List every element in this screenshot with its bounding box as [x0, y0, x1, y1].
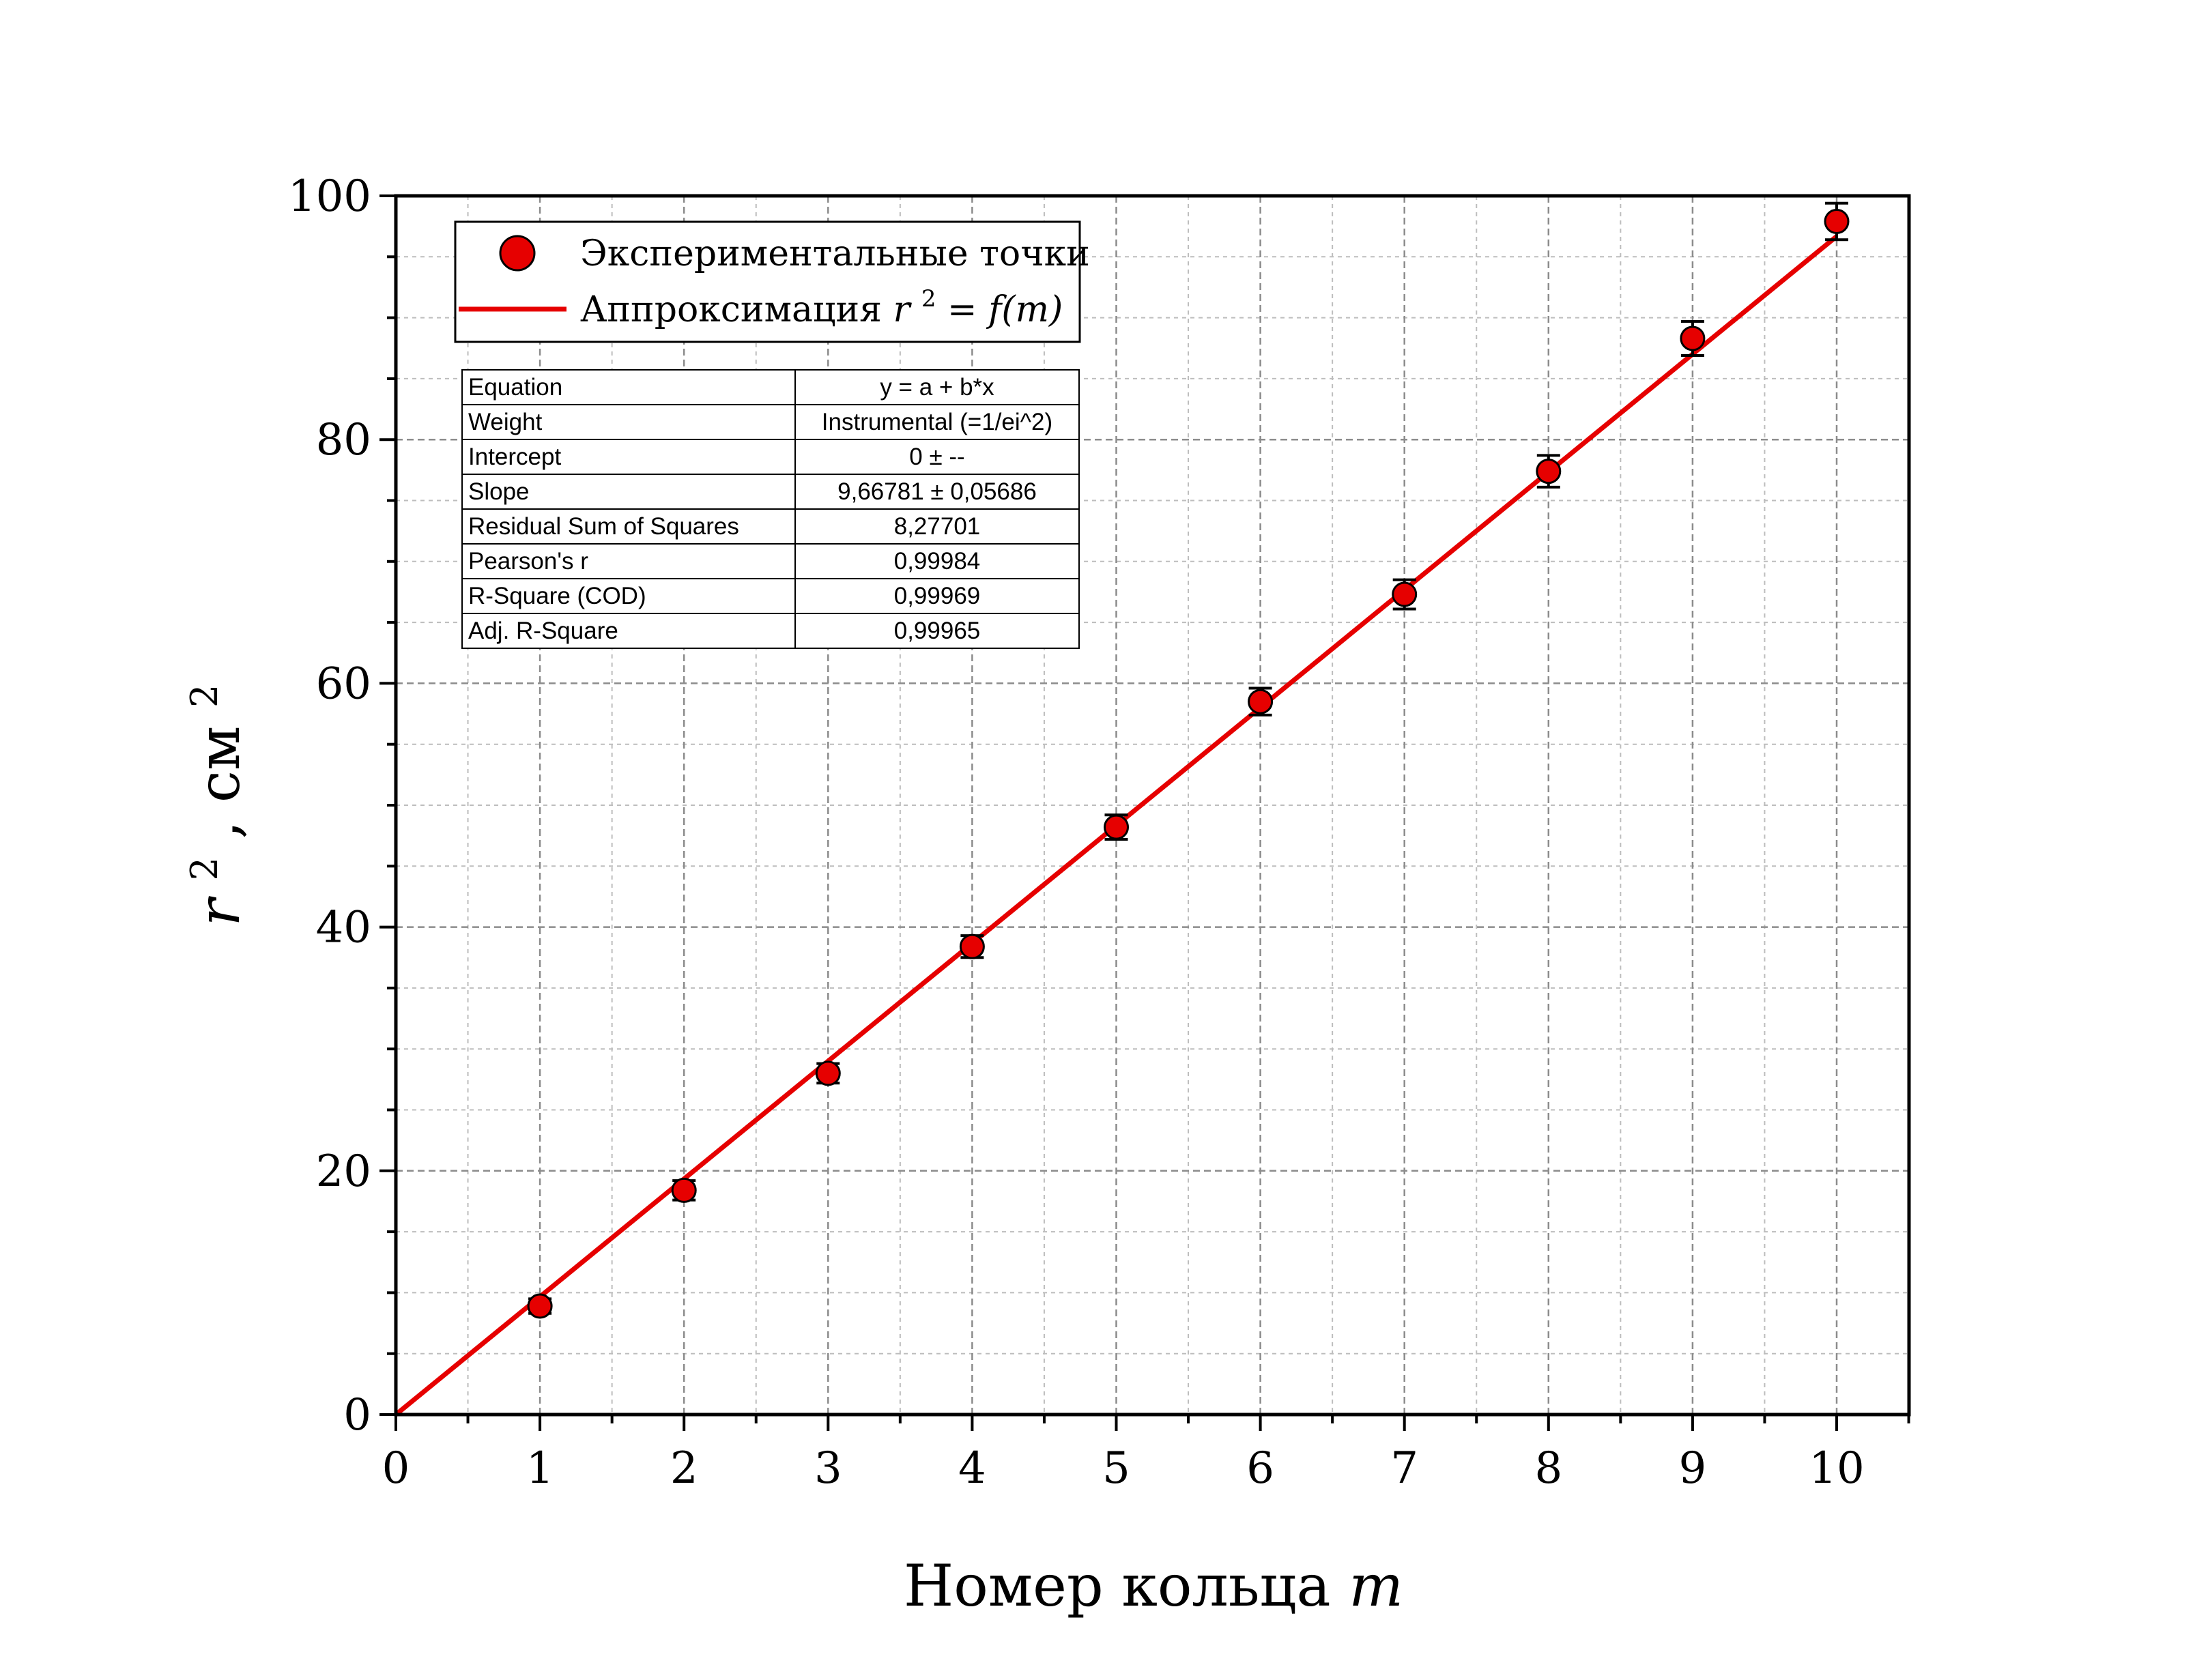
data-point-marker — [1392, 581, 1418, 607]
table-value-cell: 0 ± -- — [794, 439, 1080, 475]
data-point — [1104, 813, 1129, 841]
table-row: Adj. R-Square 0,99965 — [461, 613, 1080, 649]
data-point — [1392, 578, 1418, 611]
y-tick-labels: 0 20 40 60 80 100 — [288, 171, 371, 1440]
x-tick-label: 6 — [1246, 1443, 1274, 1494]
y-tick-label: 20 — [316, 1146, 371, 1197]
legend-points-label: Экспериментальные точки — [580, 233, 1090, 274]
data-point — [1680, 319, 1706, 357]
table-row: Equation y = a + b*x — [461, 369, 1080, 405]
data-point-marker — [1824, 209, 1850, 235]
table-row: Residual Sum of Squares 8,27701 — [461, 508, 1080, 545]
table-row: Intercept 0 ± -- — [461, 439, 1080, 475]
x-tick-label: 1 — [526, 1443, 554, 1494]
data-point-marker — [1248, 689, 1274, 714]
y-axis-title-sup: 2 — [183, 857, 226, 880]
legend-fit-var: r — [893, 289, 912, 330]
legend-fit-sup: 2 — [921, 285, 936, 313]
fit-results-table: Equation y = a + b*x Weight Instrumental (… — [461, 369, 1080, 649]
y-tick-label: 100 — [288, 171, 371, 222]
data-point-marker — [1680, 325, 1706, 351]
x-tick-label: 10 — [1809, 1443, 1864, 1494]
x-tick-label: 4 — [958, 1443, 986, 1494]
table-value-cell: 0,99984 — [794, 543, 1080, 579]
data-point-marker — [815, 1060, 841, 1086]
table-key-cell: Residual Sum of Squares — [461, 508, 796, 545]
table-value-cell: 0,99965 — [794, 613, 1080, 649]
y-axis-title: r 2 , см 2 — [164, 684, 253, 927]
table-row: Slope 9,66781 ± 0,05686 — [461, 474, 1080, 510]
y-tick-label: 80 — [316, 415, 371, 465]
y-tick-label: 60 — [316, 658, 371, 709]
table-key-cell: Equation — [461, 369, 796, 405]
data-point-marker — [959, 933, 985, 959]
table-key-cell: Slope — [461, 474, 796, 510]
table-row: R-Square (COD) 0,99969 — [461, 578, 1080, 614]
legend-point-marker — [499, 235, 536, 272]
x-tick-label: 8 — [1534, 1443, 1562, 1494]
data-point — [959, 933, 985, 959]
y-tick-label: 40 — [316, 903, 371, 953]
table-key-cell: Weight — [461, 404, 796, 440]
x-axis-title: Номер кольца m — [904, 1552, 1403, 1619]
data-point-marker — [527, 1293, 553, 1319]
table-value-cell: 8,27701 — [794, 508, 1080, 545]
axis-ticks — [379, 194, 1910, 1431]
data-point — [1824, 201, 1850, 242]
table-value-cell: 0,99969 — [794, 578, 1080, 614]
data-point — [1536, 454, 1562, 489]
legend-fit-rhs: = f(m) — [947, 289, 1063, 330]
data-points-group — [527, 201, 1850, 1319]
table-value-cell: y = a + b*x — [794, 369, 1080, 405]
table-row: Pearson's r 0,99984 — [461, 543, 1080, 579]
legend-fit-prefix: Аппроксимация — [580, 289, 882, 330]
table-value-cell: Instrumental (=1/ei^2) — [794, 404, 1080, 440]
data-point — [1248, 686, 1274, 716]
data-point-marker — [1104, 814, 1129, 840]
x-tick-label: 7 — [1390, 1443, 1418, 1494]
y-axis-title-unit: , см — [186, 726, 253, 839]
legend-fit-label: Аппроксимация r 2 = f(m) — [580, 274, 1063, 330]
x-tick-label: 9 — [1679, 1443, 1707, 1494]
x-tick-labels: 0 1 2 3 4 5 6 7 8 9 10 — [382, 1443, 1865, 1494]
y-axis-title-unit-sup: 2 — [183, 684, 226, 708]
minor-grid — [396, 196, 1909, 1415]
table-value-cell: 9,66781 ± 0,05686 — [794, 474, 1080, 510]
table-key-cell: Adj. R-Square — [461, 613, 796, 649]
legend-box — [454, 220, 1081, 343]
data-point — [815, 1060, 841, 1086]
x-axis-title-text: Номер кольца — [904, 1552, 1331, 1619]
y-axis-title-var: r — [186, 895, 253, 926]
x-axis-title-var: m — [1349, 1552, 1403, 1619]
table-key-cell: Pearson's r — [461, 543, 796, 579]
x-tick-label: 2 — [670, 1443, 698, 1494]
y-tick-label: 0 — [343, 1390, 371, 1440]
data-point-marker — [1536, 459, 1562, 484]
x-tick-label: 3 — [814, 1443, 842, 1494]
table-row: Weight Instrumental (=1/ei^2) — [461, 404, 1080, 440]
legend: Экспериментальные точки Аппроксимация r … — [454, 220, 1090, 343]
data-point — [527, 1293, 553, 1319]
x-tick-label: 5 — [1102, 1443, 1130, 1494]
data-point-marker — [671, 1177, 697, 1203]
data-point — [671, 1177, 697, 1203]
table-key-cell: R-Square (COD) — [461, 578, 796, 614]
table-key-cell: Intercept — [461, 439, 796, 475]
x-tick-label: 0 — [382, 1443, 410, 1494]
